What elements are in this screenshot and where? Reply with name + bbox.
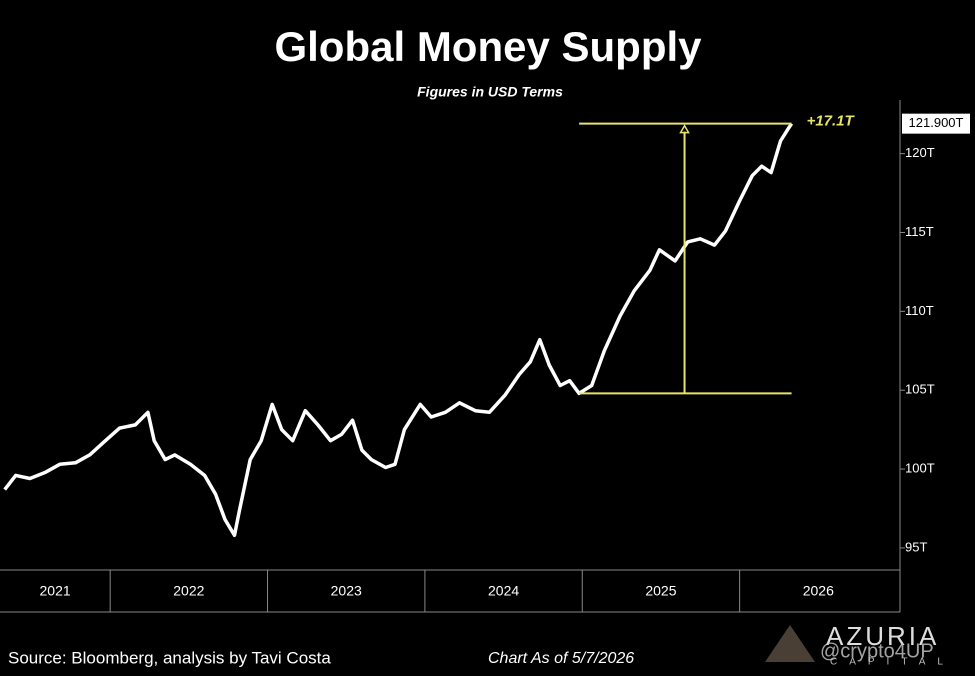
- watermark: CAPITAL: [830, 657, 955, 668]
- source: Source: Bloomberg, analysis by Tavi Cost…: [8, 648, 331, 667]
- end-label: 121.900T: [909, 115, 964, 130]
- y-tick-label: 120T: [905, 145, 935, 160]
- x-tick-label: 2021: [40, 583, 71, 599]
- x-tick-label: 2022: [173, 583, 204, 599]
- watermark: @crypto4UP: [820, 640, 934, 662]
- watermark: AZURIA: [826, 621, 939, 651]
- y-tick-label: 105T: [905, 382, 935, 397]
- x-tick-label: 2023: [331, 583, 362, 599]
- chart-subtitle: Figures in USD Terms: [417, 84, 563, 100]
- x-tick-label: 2025: [645, 583, 676, 599]
- y-tick-label: 115T: [905, 224, 934, 239]
- note: Chart As of 5/7/2026: [488, 650, 634, 667]
- logo: [765, 625, 815, 662]
- line: [3, 122, 794, 538]
- x-tick-label: 2026: [803, 583, 834, 599]
- y-tick-label: 100T: [905, 460, 935, 475]
- y-tick-label: 110T: [905, 303, 934, 318]
- chart-title: Global Money Supply: [274, 23, 702, 70]
- x-tick-label: 2024: [488, 583, 519, 599]
- annotation-label: +17.1T: [807, 113, 856, 130]
- y-tick-label: 95T: [905, 539, 927, 554]
- end-label-box: [902, 113, 970, 134]
- arrow-head: [679, 124, 690, 134]
